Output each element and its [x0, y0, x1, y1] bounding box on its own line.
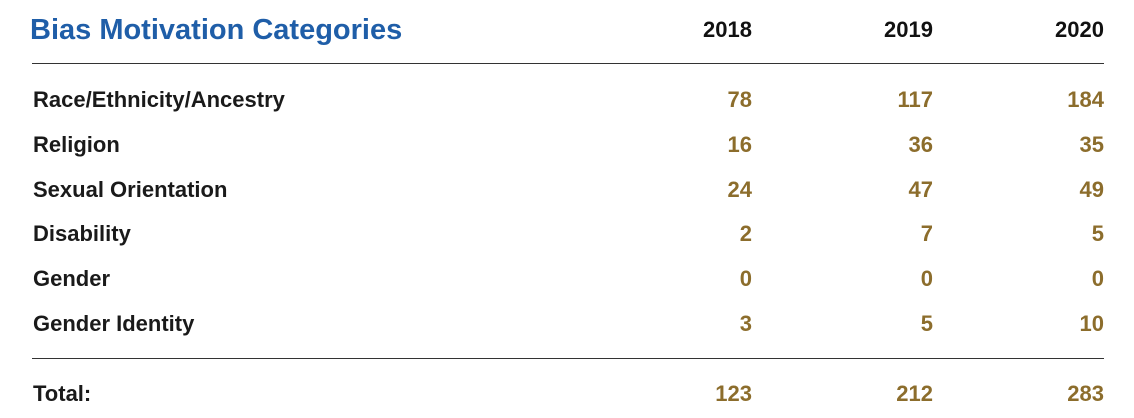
header-rule: [32, 63, 1104, 64]
cell-value: 5: [920, 311, 933, 336]
cell-value: 78: [727, 87, 752, 112]
column-header: 2018: [703, 17, 752, 42]
cell-value: 36: [908, 131, 933, 157]
cell-value: 5: [1091, 221, 1104, 247]
row-label: Race/Ethnicity/Ancestry: [33, 87, 285, 112]
cell-value: 49: [1079, 176, 1104, 202]
cell-value: 16: [727, 131, 752, 157]
row-label: Disability: [33, 221, 131, 247]
cell-value: 47: [908, 176, 933, 202]
row-label: Gender Identity: [33, 311, 195, 336]
cell-value: 184: [1067, 87, 1104, 112]
cell-value: 35: [1079, 131, 1104, 157]
cell-value: 0: [1091, 266, 1104, 292]
total-value: 283: [1067, 381, 1104, 406]
cell-value: 0: [739, 266, 752, 292]
total-value: 123: [715, 381, 752, 406]
cell-value: 10: [1079, 311, 1104, 336]
total-value: 212: [896, 381, 933, 406]
table-title: Bias Motivation Categories: [30, 14, 403, 46]
column-header: 2020: [1055, 17, 1104, 42]
total-label: Total:: [33, 381, 92, 406]
column-header: 2019: [884, 17, 933, 42]
cell-value: 117: [897, 87, 934, 112]
cell-value: 3: [739, 311, 752, 336]
row-label: Sexual Orientation: [33, 176, 228, 202]
total-rule: [32, 358, 1104, 359]
cell-value: 2: [739, 221, 752, 247]
row-label: Gender: [33, 266, 111, 292]
cell-value: 0: [920, 266, 933, 292]
cell-value: 24: [727, 176, 752, 202]
cell-value: 7: [920, 221, 933, 247]
row-label: Religion: [33, 131, 120, 157]
